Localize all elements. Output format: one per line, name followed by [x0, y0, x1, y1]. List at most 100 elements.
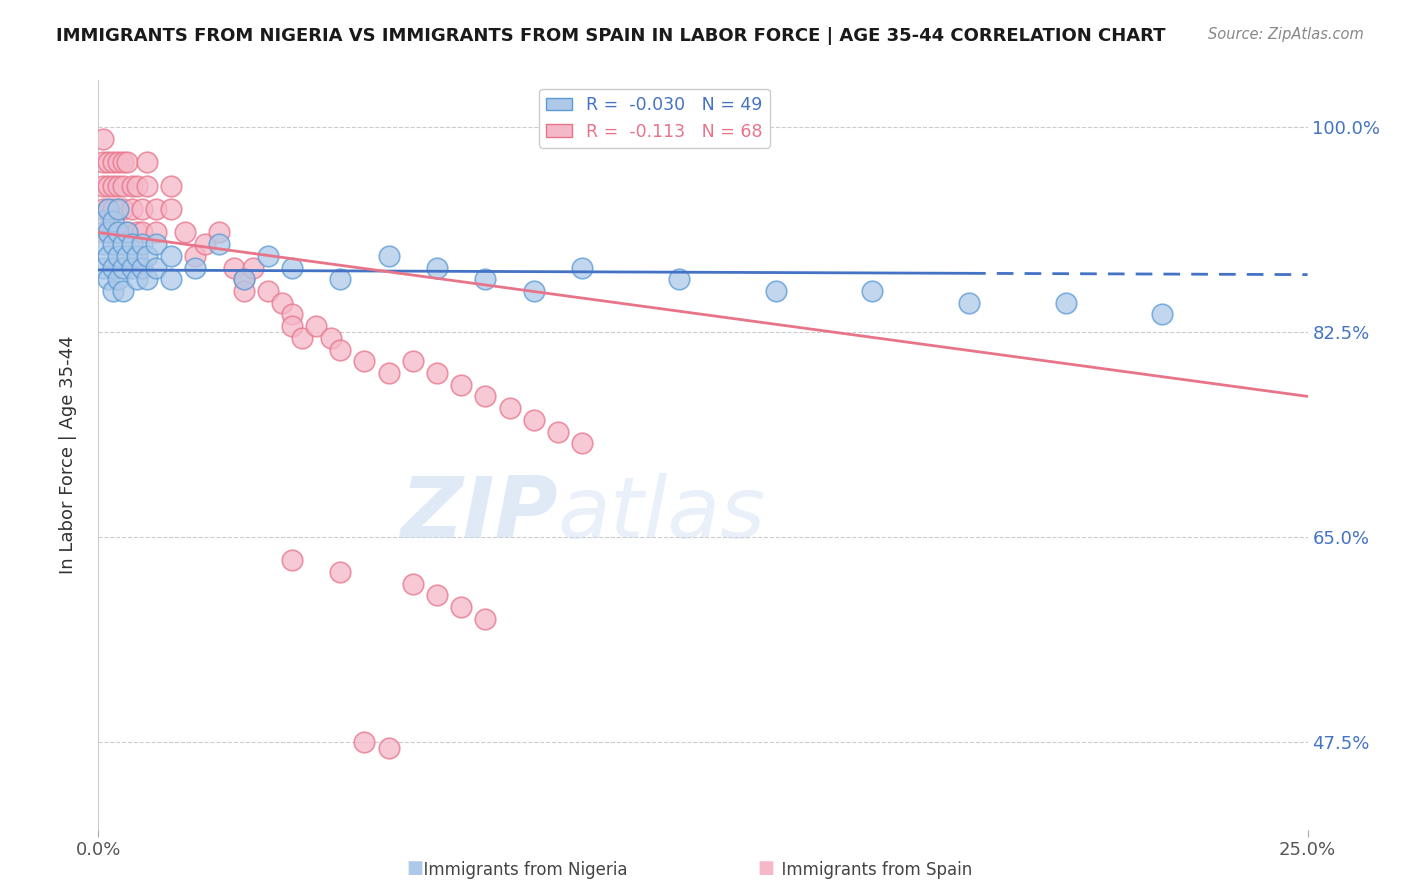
Point: [101, 202, 124, 216]
Point: [107, 178, 129, 193]
Point: [281, 307, 304, 321]
Point: [474, 272, 496, 286]
Text: ■: ■: [406, 859, 423, 877]
Point: [91, 178, 114, 193]
Point: [242, 260, 264, 275]
Point: [91, 260, 114, 275]
Point: [127, 226, 149, 240]
Point: [111, 155, 134, 169]
Point: [107, 272, 129, 286]
Point: [232, 284, 254, 298]
Text: Immigrants from Nigeria: Immigrants from Nigeria: [413, 861, 627, 879]
Point: [121, 260, 143, 275]
Point: [377, 740, 399, 755]
Point: [1054, 295, 1077, 310]
Point: [474, 389, 496, 403]
Point: [426, 260, 449, 275]
Point: [290, 331, 312, 345]
Point: [97, 272, 120, 286]
Point: [111, 260, 134, 275]
Text: ■: ■: [758, 859, 775, 877]
Text: Immigrants from Spain: Immigrants from Spain: [770, 861, 973, 879]
Point: [402, 576, 425, 591]
Point: [101, 284, 124, 298]
Point: [426, 589, 449, 603]
Point: [450, 377, 472, 392]
Point: [135, 178, 157, 193]
Text: IMMIGRANTS FROM NIGERIA VS IMMIGRANTS FROM SPAIN IN LABOR FORCE | AGE 35-44 CORR: IMMIGRANTS FROM NIGERIA VS IMMIGRANTS FR…: [56, 27, 1166, 45]
Point: [523, 284, 546, 298]
Point: [765, 284, 787, 298]
Point: [101, 226, 124, 240]
Point: [91, 155, 114, 169]
Point: [107, 202, 129, 216]
Point: [97, 202, 120, 216]
Point: [101, 260, 124, 275]
Point: [860, 284, 883, 298]
Point: [117, 155, 139, 169]
Point: [127, 272, 149, 286]
Point: [91, 237, 114, 252]
Point: [668, 272, 690, 286]
Point: [101, 178, 124, 193]
Point: [232, 272, 254, 286]
Point: [107, 155, 129, 169]
Point: [474, 612, 496, 626]
Point: [107, 226, 129, 240]
Point: [160, 272, 183, 286]
Point: [329, 343, 352, 357]
Point: [353, 735, 375, 749]
Point: [184, 260, 207, 275]
Point: [145, 226, 167, 240]
Text: Source: ZipAtlas.com: Source: ZipAtlas.com: [1208, 27, 1364, 42]
Point: [281, 553, 304, 567]
Point: [97, 226, 120, 240]
Point: [117, 226, 139, 240]
Point: [174, 226, 197, 240]
Point: [111, 284, 134, 298]
Point: [91, 202, 114, 216]
Point: [208, 237, 231, 252]
Point: [1152, 307, 1174, 321]
Point: [232, 272, 254, 286]
Point: [91, 213, 114, 227]
Point: [121, 237, 143, 252]
Point: [571, 260, 593, 275]
Point: [426, 366, 449, 380]
Point: [377, 366, 399, 380]
Point: [91, 132, 114, 146]
Point: [523, 413, 546, 427]
Point: [329, 272, 352, 286]
Point: [402, 354, 425, 368]
Point: [101, 213, 124, 227]
Point: [111, 178, 134, 193]
Y-axis label: In Labor Force | Age 35-44: In Labor Force | Age 35-44: [59, 335, 77, 574]
Point: [127, 178, 149, 193]
Point: [957, 295, 980, 310]
Point: [547, 425, 569, 439]
Point: [91, 226, 114, 240]
Point: [97, 226, 120, 240]
Point: [117, 226, 139, 240]
Point: [498, 401, 520, 415]
Point: [145, 237, 167, 252]
Point: [329, 565, 352, 579]
Point: [101, 155, 124, 169]
Point: [281, 319, 304, 334]
Point: [222, 260, 245, 275]
Point: [160, 202, 183, 216]
Point: [111, 202, 134, 216]
Point: [281, 260, 304, 275]
Point: [97, 155, 120, 169]
Point: [271, 295, 294, 310]
Point: [131, 202, 153, 216]
Point: [571, 436, 593, 450]
Point: [160, 178, 183, 193]
Point: [111, 237, 134, 252]
Point: [117, 249, 139, 263]
Point: [135, 272, 157, 286]
Point: [319, 331, 342, 345]
Point: [131, 226, 153, 240]
Point: [145, 260, 167, 275]
Point: [194, 237, 217, 252]
